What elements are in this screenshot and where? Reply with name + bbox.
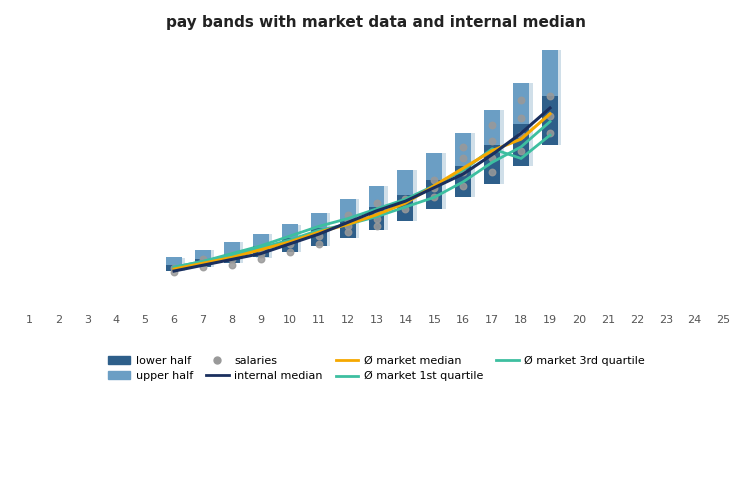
Bar <box>282 224 297 238</box>
Bar <box>488 110 504 184</box>
Bar <box>314 213 330 246</box>
Bar <box>253 246 269 257</box>
Bar <box>343 199 359 238</box>
Point <box>284 240 296 248</box>
Point <box>197 258 209 266</box>
Bar <box>166 265 182 271</box>
Bar <box>311 213 327 228</box>
Point <box>284 247 296 255</box>
Point <box>255 255 267 263</box>
Bar <box>253 234 269 246</box>
Bar <box>285 224 301 252</box>
Bar <box>368 185 385 207</box>
Bar <box>542 50 558 96</box>
Legend: lower half, upper half, salaries, internal median, Ø market median, Ø market 1st: lower half, upper half, salaries, intern… <box>104 351 649 386</box>
Bar <box>340 199 355 218</box>
Point <box>342 216 354 224</box>
Point <box>342 222 354 230</box>
Point <box>457 182 469 189</box>
Point <box>544 129 556 137</box>
Bar <box>199 250 215 267</box>
Bar <box>430 153 446 209</box>
Title: pay bands with market data and internal median: pay bands with market data and internal … <box>166 15 587 30</box>
Point <box>370 207 383 215</box>
Bar <box>545 50 562 145</box>
Bar <box>513 83 529 123</box>
Bar <box>517 83 532 166</box>
Point <box>515 96 527 104</box>
Bar <box>368 207 385 230</box>
Bar <box>542 96 558 145</box>
Point <box>226 250 238 258</box>
Point <box>226 261 238 269</box>
Point <box>486 168 498 176</box>
Bar <box>426 153 442 180</box>
Point <box>255 244 267 252</box>
Bar <box>256 234 273 258</box>
Bar <box>372 186 388 230</box>
Bar <box>282 238 297 251</box>
Bar <box>426 180 442 209</box>
Point <box>312 240 325 248</box>
Point <box>399 205 411 213</box>
Bar <box>195 259 211 267</box>
Point <box>428 176 441 184</box>
Bar <box>227 242 243 263</box>
Bar <box>169 258 185 271</box>
Point <box>544 112 556 120</box>
Bar <box>484 110 500 145</box>
Point <box>428 193 441 201</box>
Point <box>544 92 556 100</box>
Bar <box>166 257 182 265</box>
Bar <box>195 249 211 259</box>
Bar <box>311 228 327 246</box>
Bar <box>340 218 355 238</box>
Point <box>486 154 498 162</box>
Point <box>515 131 527 139</box>
Point <box>457 143 469 151</box>
Bar <box>484 145 500 184</box>
Point <box>168 268 180 276</box>
Point <box>255 249 267 257</box>
Bar <box>459 133 474 197</box>
Point <box>399 195 411 203</box>
Point <box>370 215 383 222</box>
Point <box>486 122 498 129</box>
Point <box>515 114 527 122</box>
Point <box>428 184 441 191</box>
Bar <box>513 123 529 166</box>
Point <box>370 222 383 230</box>
Bar <box>224 253 240 263</box>
Bar <box>398 170 413 195</box>
Bar <box>398 195 413 220</box>
Point <box>457 168 469 176</box>
Point <box>486 137 498 145</box>
Point <box>457 154 469 162</box>
Point <box>515 147 527 154</box>
Point <box>370 199 383 207</box>
Point <box>197 255 209 263</box>
Point <box>197 263 209 271</box>
Bar <box>224 242 240 253</box>
Point <box>168 264 180 272</box>
Bar <box>456 133 471 166</box>
Point <box>342 228 354 236</box>
Point <box>312 232 325 240</box>
Point <box>342 211 354 218</box>
Point <box>226 255 238 263</box>
Bar <box>456 166 471 197</box>
Bar <box>401 170 417 221</box>
